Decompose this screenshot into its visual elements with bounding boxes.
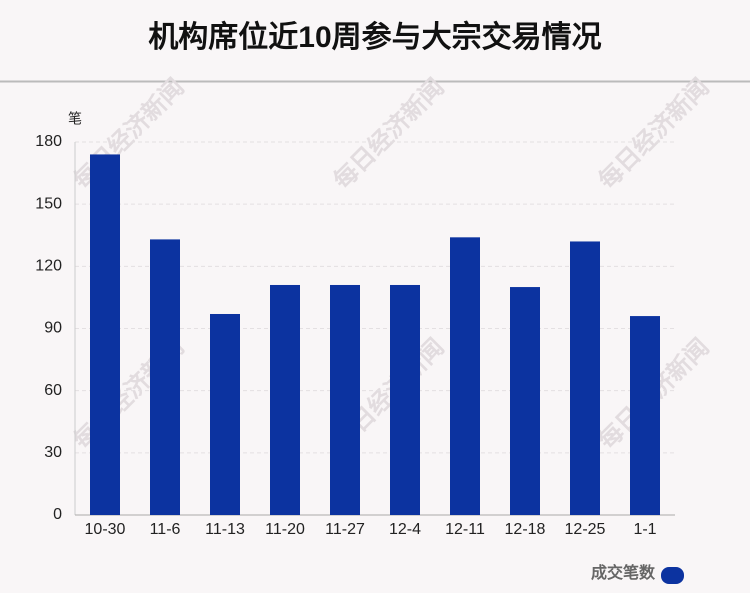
y-tick-label: 60 xyxy=(44,382,62,399)
y-tick-label: 90 xyxy=(44,320,62,337)
y-tick-label: 150 xyxy=(35,195,62,212)
x-tick-label: 11-6 xyxy=(150,521,181,538)
bar xyxy=(570,241,600,515)
y-tick-label: 30 xyxy=(44,444,62,461)
bar xyxy=(510,287,540,515)
x-tick-label: 11-13 xyxy=(205,521,245,538)
bar xyxy=(450,237,480,516)
legend-swatch xyxy=(661,567,684,584)
x-tick-label: 12-11 xyxy=(445,521,485,538)
bar xyxy=(330,284,360,515)
bar xyxy=(390,284,420,515)
y-axis-label: 笔 xyxy=(68,111,82,127)
x-tick-label: 12-25 xyxy=(565,521,606,538)
bar xyxy=(90,154,120,515)
x-tick-label: 1-1 xyxy=(633,521,656,538)
x-tick-label: 10-30 xyxy=(85,521,126,538)
x-tick-label: 11-27 xyxy=(325,521,365,538)
bar xyxy=(150,239,180,515)
bar xyxy=(270,284,300,515)
y-tick-label: 0 xyxy=(53,506,62,523)
bar xyxy=(210,313,240,515)
chart-title: 机构席位近10周参与大宗交易情况 xyxy=(148,20,601,54)
y-tick-label: 180 xyxy=(35,133,62,150)
x-tick-label: 12-18 xyxy=(505,521,546,538)
x-tick-label: 11-20 xyxy=(265,521,305,538)
bar xyxy=(630,316,660,515)
legend-label: 成交笔数 xyxy=(591,563,656,582)
y-tick-label: 120 xyxy=(35,258,62,275)
x-tick-label: 12-4 xyxy=(389,521,421,538)
